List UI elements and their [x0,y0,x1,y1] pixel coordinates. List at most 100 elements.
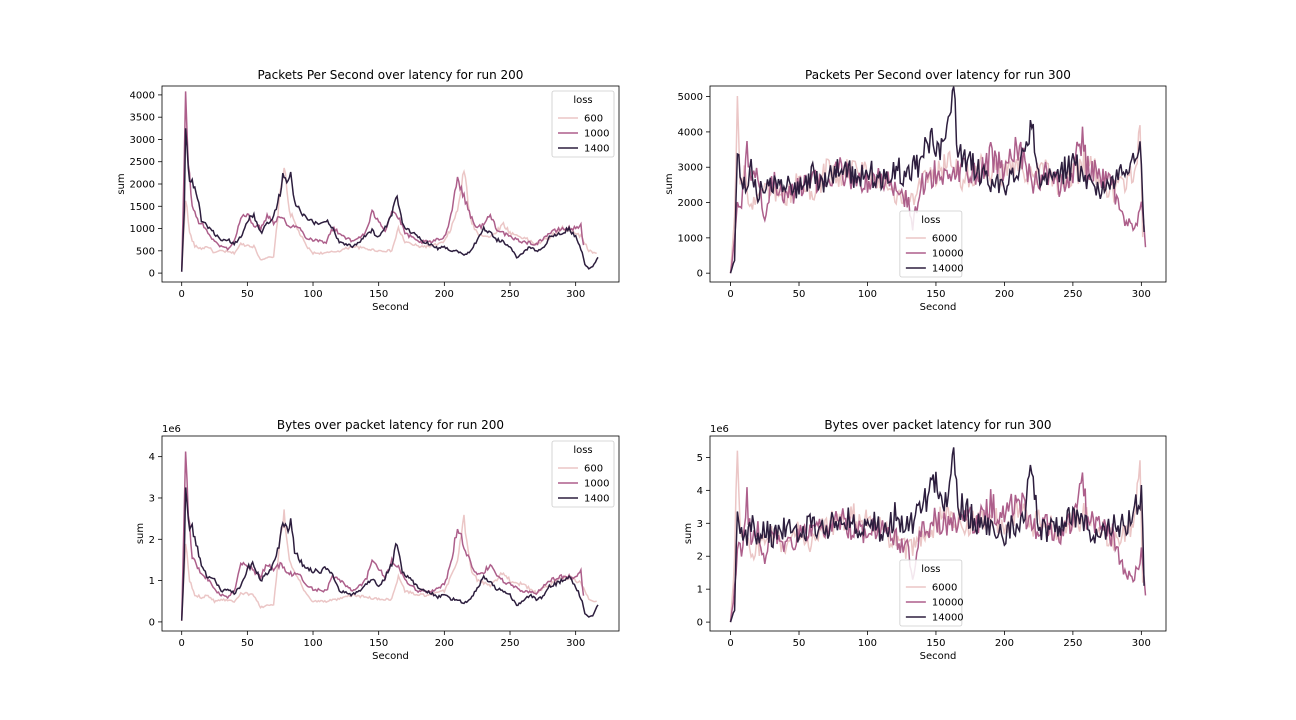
legend-title: loss [921,564,940,575]
y-axis-label: sum [135,523,146,544]
series-line-1000 [180,91,585,272]
x-tick-label: 50 [241,289,254,300]
x-axis-label: Second [372,302,409,313]
chart-title: Bytes over packet latency for run 200 [277,418,504,432]
x-tick-label: 200 [435,638,454,649]
chart-4: Bytes over packet latency for run 3000 50… [683,418,1167,662]
legend-title: loss [573,95,592,106]
y-tick-label: 1000 [130,224,155,235]
legend-label: 600 [584,464,603,475]
series-line-14000 [729,86,1145,274]
legend-label: 1000 [584,479,609,490]
y-tick-label: 1000 [678,233,703,244]
y-axis-label: sum [116,173,127,194]
x-tick-label: 100 [303,638,322,649]
chart-1: Packets Per Second over latency for run … [116,68,620,313]
y-tick-label: 2000 [130,180,155,191]
x-tick-label: 100 [858,289,877,300]
x-axis-label: Second [920,302,957,313]
y-tick-label: 1 [697,585,703,596]
y-tick-label: 3 [697,519,703,530]
y-offset-label: 1e6 [162,424,181,435]
y-tick-label: 4000 [678,127,703,138]
y-axis-label: sum [664,173,675,194]
chart-3: Bytes over packet latency for run 200 0 50… [135,418,620,662]
legend-title: loss [573,445,592,456]
legend-label: 10000 [932,249,964,260]
x-tick-label: 200 [435,289,454,300]
y-tick-label: 2 [149,535,155,546]
y-tick-label: 2500 [130,157,155,168]
x-axis-label: Second [372,651,409,662]
series-line-600 [180,509,597,622]
series-line-1400 [180,487,599,621]
legend: loss 600 1000 1400 [551,440,615,508]
x-tick-label: 50 [793,638,806,649]
x-tick-label: 250 [500,638,519,649]
legend-title: loss [921,215,940,226]
legend-box [551,440,615,508]
y-axis-label: sum [683,523,694,544]
legend-box [551,90,615,158]
y-tick-label: 2000 [678,198,703,209]
x-tick-label: 300 [566,638,585,649]
chart-title: Packets Per Second over latency for run … [805,68,1071,82]
x-tick-label: 300 [1132,638,1151,649]
axes-frame [709,435,1167,632]
legend-label: 6000 [932,583,957,594]
y-tick-label: 3500 [130,113,155,124]
chart-title: Bytes over packet latency for run 300 [824,418,1051,432]
x-tick-label: 150 [369,638,388,649]
x-axis-label: Second [920,651,957,662]
x-tick-label: 0 [727,638,733,649]
x-tick-label: 100 [303,289,322,300]
y-tick-label: 0 [697,269,703,280]
legend: loss 6000 10000 14000 [899,559,964,627]
y-tick-label: 1 [149,576,155,587]
y-tick-label: 4 [697,486,703,497]
legend: loss 6000 10000 14000 [899,210,964,278]
x-tick-label: 150 [926,638,945,649]
legend-box [899,210,963,278]
axes-frame [161,435,620,632]
x-tick-label: 200 [995,289,1014,300]
legend-label: 6000 [932,234,957,245]
series-line-1400 [180,128,599,272]
legend-label: 1400 [584,494,609,505]
y-tick-label: 0 [697,618,703,629]
x-tick-label: 100 [858,638,877,649]
x-tick-label: 250 [1063,638,1082,649]
x-tick-label: 50 [793,289,806,300]
series-line-14000 [729,447,1145,623]
x-tick-label: 300 [1132,289,1151,300]
legend-label: 600 [584,114,603,125]
y-tick-label: 500 [136,246,155,257]
x-tick-label: 50 [241,638,254,649]
x-tick-label: 150 [369,289,388,300]
series-line-600 [180,167,597,272]
x-tick-label: 0 [179,638,185,649]
x-tick-label: 250 [500,289,519,300]
axes-frame [709,85,1167,283]
y-tick-label: 1500 [130,202,155,213]
series-line-1000 [180,451,585,621]
x-tick-label: 0 [727,289,733,300]
y-tick-label: 5 [697,453,703,464]
chart-2: Packets Per Second over latency for run … [664,68,1167,313]
y-tick-label: 3000 [130,135,155,146]
x-tick-label: 200 [995,638,1014,649]
y-offset-label: 1e6 [710,424,729,435]
x-tick-label: 300 [566,289,585,300]
legend-label: 10000 [932,598,964,609]
legend: loss 600 1000 1400 [551,90,615,158]
legend-label: 14000 [932,264,964,275]
x-tick-label: 250 [1063,289,1082,300]
y-tick-label: 0 [149,617,155,628]
chart-title: Packets Per Second over latency for run … [258,68,524,82]
y-tick-label: 0 [149,269,155,280]
legend-box [899,559,963,627]
y-tick-label: 4000 [130,90,155,101]
x-tick-label: 150 [926,289,945,300]
y-tick-label: 4 [149,452,155,463]
